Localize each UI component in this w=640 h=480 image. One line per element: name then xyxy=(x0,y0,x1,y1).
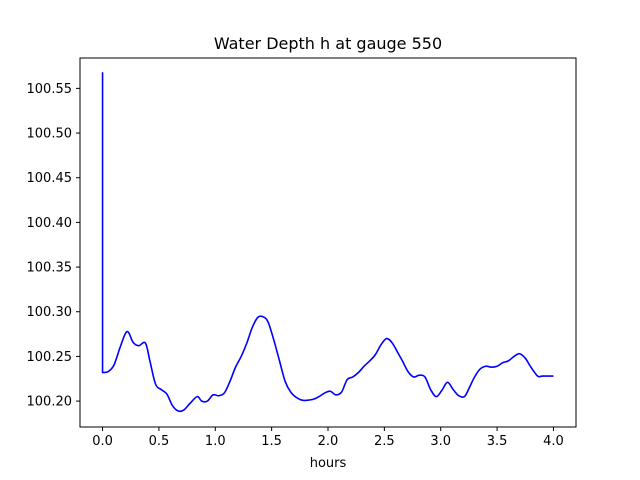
x-axis-label: hours xyxy=(310,456,347,471)
y-tick-label: 100.45 xyxy=(27,171,73,186)
plot-frame xyxy=(79,57,577,428)
y-tick-label: 100.55 xyxy=(27,82,73,97)
plot-area xyxy=(101,72,554,413)
y-tick-label: 100.50 xyxy=(27,127,73,142)
x-tick-label: 0.5 xyxy=(149,434,170,449)
x-tick-label: 3.5 xyxy=(487,434,508,449)
y-tick-label: 100.35 xyxy=(27,261,73,276)
x-tick-label: 3.0 xyxy=(430,434,451,449)
y-axis: 100.20 100.25 100.30 100.35 100.40 100.45 100.… xyxy=(27,82,80,410)
x-tick-label: 4.0 xyxy=(543,434,564,449)
x-tick-label: 2.0 xyxy=(318,434,339,449)
x-tick-label: 1.0 xyxy=(205,434,226,449)
y-tick-label: 100.20 xyxy=(27,395,73,410)
x-tick-label: 1.5 xyxy=(261,434,282,449)
y-tick-label: 100.25 xyxy=(27,350,73,365)
y-tick-label: 100.40 xyxy=(27,216,73,231)
x-tick-label: 2.5 xyxy=(374,434,395,449)
series-line xyxy=(101,72,554,413)
chart-title: Water Depth h at gauge 550 xyxy=(214,34,442,53)
y-tick-label: 100.30 xyxy=(27,305,73,320)
x-axis: 0.0 0.5 1.0 1.5 2.0 2.5 3.0 3.5 4.0 xyxy=(92,427,564,449)
x-tick-label: 0.0 xyxy=(92,434,113,449)
